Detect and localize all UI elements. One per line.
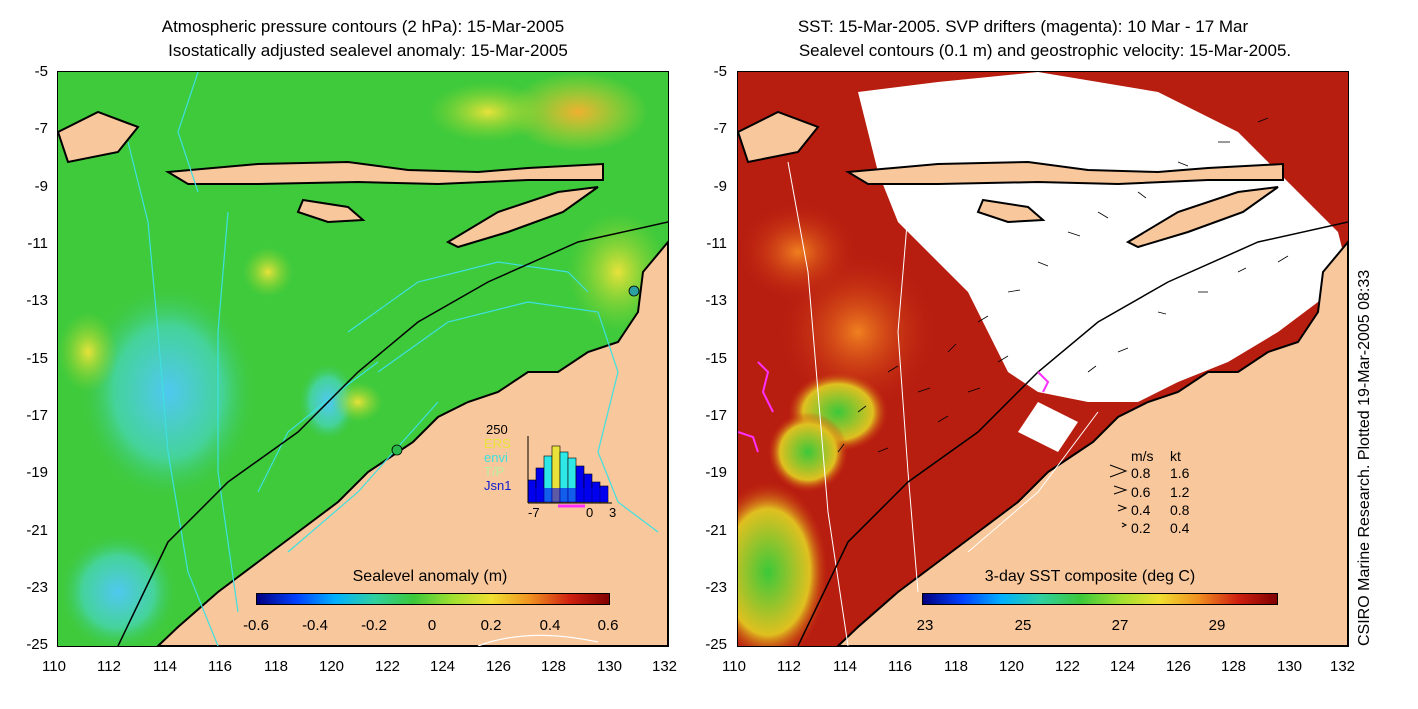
left-ytick: -23 bbox=[26, 579, 48, 596]
left-ytick: -11 bbox=[27, 235, 48, 252]
svp-drifter-track-3 bbox=[1037, 371, 1050, 393]
left-ytick: -5 bbox=[34, 63, 48, 80]
svp-drifter-track-2 bbox=[738, 431, 759, 453]
right-ytick: -21 bbox=[705, 522, 727, 539]
left-xtick: 118 bbox=[264, 658, 288, 675]
right-map-frame bbox=[737, 71, 1349, 647]
left-ytick: -17 bbox=[26, 407, 48, 424]
right-xtick: 132 bbox=[1330, 658, 1356, 675]
velocity-legend-ms: 0.2 bbox=[1131, 520, 1151, 536]
right-xtick: 130 bbox=[1277, 658, 1303, 675]
left-cb-tick-6: 0.4 bbox=[539, 617, 561, 634]
inset-legend-tp: T/P bbox=[484, 464, 505, 479]
tide-gauge-marker-1 bbox=[391, 444, 403, 456]
svp-drifter-track-1 bbox=[757, 361, 774, 413]
left-ytick: -19 bbox=[26, 464, 48, 481]
right-xtick: 124 bbox=[1110, 658, 1136, 675]
left-map-title-2: Isostatically adjusted sealevel anomaly:… bbox=[168, 41, 568, 60]
velocity-legend-header-ms: m/s bbox=[1131, 448, 1154, 464]
plot-credit: CSIRO Marine Research. Plotted 19-Mar-20… bbox=[1356, 269, 1373, 646]
left-xtick: 122 bbox=[375, 658, 401, 675]
left-ytick: -15 bbox=[26, 350, 48, 367]
inset-xtick-2: 0 bbox=[586, 505, 594, 520]
right-xtick: 120 bbox=[999, 658, 1025, 675]
left-xtick: 114 bbox=[153, 658, 177, 675]
right-ytick: -7 bbox=[713, 120, 727, 137]
left-xtick: 116 bbox=[208, 658, 232, 675]
right-xtick: 122 bbox=[1055, 658, 1081, 675]
velocity-legend-header-kt: kt bbox=[1170, 448, 1181, 464]
left-xtick: 130 bbox=[597, 658, 623, 675]
inset-legend-ers: ERS bbox=[484, 436, 511, 451]
right-ytick: -23 bbox=[705, 579, 727, 596]
right-ytick: -17 bbox=[705, 407, 727, 424]
left-map-frame bbox=[57, 71, 669, 647]
left-xtick: 126 bbox=[486, 658, 512, 675]
left-ytick: -21 bbox=[26, 522, 48, 539]
left-xtick: 110 bbox=[42, 658, 66, 675]
velocity-legend-ms: 0.6 bbox=[1131, 484, 1151, 500]
right-ytick: -11 bbox=[706, 235, 727, 252]
right-ytick: -5 bbox=[713, 63, 727, 80]
right-ytick: -15 bbox=[705, 350, 727, 367]
left-cb-tick-7: 0.6 bbox=[597, 617, 619, 634]
inset-legend-envi: envi bbox=[484, 450, 508, 465]
inset-legend-jsn1: Jsn1 bbox=[484, 478, 512, 493]
left-xtick: 112 bbox=[97, 658, 121, 675]
left-cb-tick-3: -0.2 bbox=[361, 617, 387, 634]
left-ytick: -13 bbox=[26, 292, 48, 309]
right-xtick: 114 bbox=[833, 658, 857, 675]
inset-xtick-1: -7 bbox=[528, 505, 540, 520]
sealevel-anomaly-map bbox=[58, 72, 668, 646]
right-ytick: -13 bbox=[705, 292, 727, 309]
inset-count-label: 250 bbox=[486, 422, 508, 437]
left-cb-tick-4: 0 bbox=[427, 617, 437, 634]
right-ytick: -19 bbox=[705, 464, 727, 481]
right-cb-tick-3: 27 bbox=[1111, 617, 1129, 634]
velocity-legend-kt: 1.2 bbox=[1170, 484, 1190, 500]
right-colorbar-title: 3-day SST composite (deg C) bbox=[984, 568, 1196, 585]
right-xtick: 128 bbox=[1221, 658, 1247, 675]
left-ytick: -7 bbox=[34, 120, 48, 137]
right-xtick: 126 bbox=[1166, 658, 1192, 675]
velocity-legend-kt: 1.6 bbox=[1170, 465, 1190, 481]
right-cb-tick-2: 25 bbox=[1014, 617, 1032, 634]
inset-xtick-3: 3 bbox=[609, 505, 617, 520]
left-colorbar bbox=[256, 593, 610, 605]
left-cb-tick-2: -0.4 bbox=[302, 617, 328, 634]
right-ytick: -9 bbox=[713, 178, 727, 195]
right-cb-tick-4: 29 bbox=[1208, 617, 1226, 634]
right-map-title-2: Sealevel contours (0.1 m) and geostrophi… bbox=[798, 41, 1292, 60]
right-cb-tick-1: 23 bbox=[916, 617, 934, 634]
right-colorbar bbox=[922, 593, 1278, 605]
right-xtick: 110 bbox=[722, 658, 746, 675]
sst-map bbox=[738, 72, 1348, 646]
left-ytick: -25 bbox=[26, 636, 48, 653]
left-cb-tick-5: 0.2 bbox=[480, 617, 502, 634]
left-map-title-1: Atmospheric pressure contours (2 hPa): 1… bbox=[161, 17, 565, 36]
velocity-legend-kt: 0.8 bbox=[1170, 502, 1190, 518]
geostrophic-velocity-arrows bbox=[837, 117, 1289, 453]
left-xtick: 120 bbox=[319, 658, 345, 675]
left-cb-tick-1: -0.6 bbox=[243, 617, 269, 634]
velocity-legend-ms: 0.4 bbox=[1131, 502, 1151, 518]
left-ytick: -9 bbox=[34, 178, 48, 195]
left-xtick: 124 bbox=[430, 658, 456, 675]
left-xtick: 132 bbox=[652, 658, 678, 675]
right-ytick: -25 bbox=[705, 636, 727, 653]
right-xtick: 118 bbox=[944, 658, 968, 675]
velocity-legend-ms: 0.8 bbox=[1131, 465, 1151, 481]
left-colorbar-title: Sealevel anomaly (m) bbox=[352, 568, 508, 585]
right-map-title-1: SST: 15-Mar-2005. SVP drifters (magenta)… bbox=[797, 17, 1249, 36]
left-xtick: 128 bbox=[541, 658, 567, 675]
right-xtick: 116 bbox=[888, 658, 912, 675]
velocity-legend-kt: 0.4 bbox=[1170, 520, 1190, 536]
right-xtick: 112 bbox=[777, 658, 801, 675]
tide-gauge-marker-2 bbox=[628, 285, 640, 297]
